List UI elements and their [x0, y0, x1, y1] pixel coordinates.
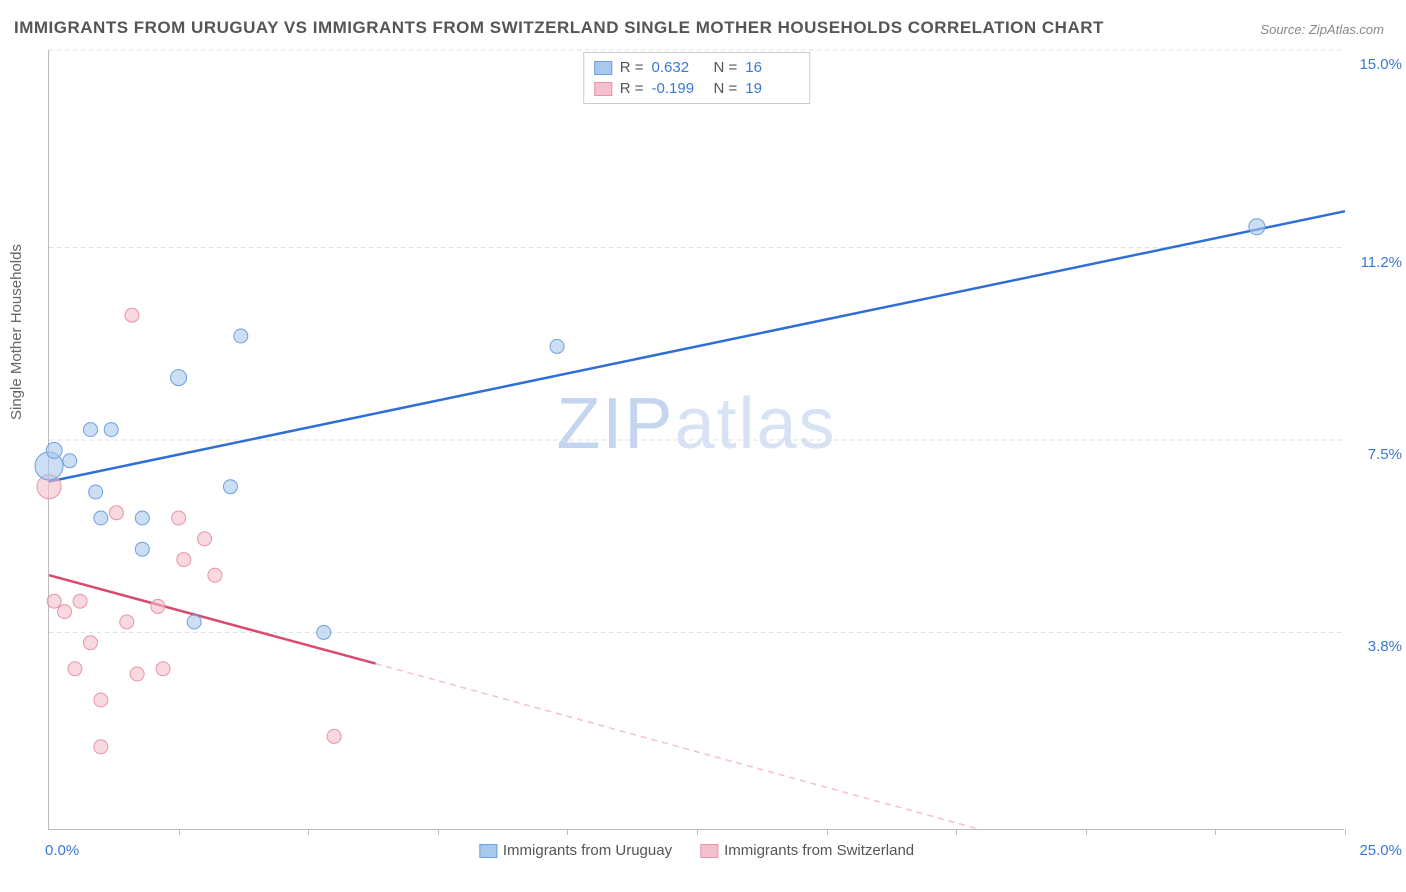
source-value: ZipAtlas.com [1309, 22, 1384, 37]
x-tick [956, 829, 957, 835]
legend-item-b: Immigrants from Switzerland [700, 842, 914, 859]
x-tick [1345, 829, 1346, 835]
x-origin-label: 0.0% [45, 842, 79, 859]
stats-row-b: R = -0.199 N = 19 [594, 78, 800, 99]
source-label: Source: [1260, 22, 1305, 37]
y-tick-label: 15.0% [1359, 56, 1402, 73]
x-tick [308, 829, 309, 835]
series-legend: Immigrants from Uruguay Immigrants from … [479, 842, 914, 859]
r-label: R = [620, 59, 644, 76]
x-tick [567, 829, 568, 835]
swatch-series-b [700, 844, 718, 858]
x-tick [697, 829, 698, 835]
n-label: N = [714, 80, 738, 97]
stats-row-a: R = 0.632 N = 16 [594, 57, 800, 78]
legend-item-a: Immigrants from Uruguay [479, 842, 672, 859]
x-tick [179, 829, 180, 835]
swatch-series-b [594, 82, 612, 96]
n-label: N = [714, 59, 738, 76]
x-max-label: 25.0% [1359, 842, 1402, 859]
legend-label-a: Immigrants from Uruguay [503, 842, 672, 859]
chart-plot-area: ZIPatlas R = 0.632 N = 16 R = -0.199 N =… [48, 50, 1344, 830]
y-tick-label: 11.2% [1361, 254, 1402, 271]
x-tick [1086, 829, 1087, 835]
swatch-series-a [594, 61, 612, 75]
x-tick [1215, 829, 1216, 835]
legend-label-b: Immigrants from Switzerland [724, 842, 914, 859]
r-value-b: -0.199 [652, 80, 706, 97]
y-axis-label: Single Mother Households [8, 244, 25, 420]
source-attribution: Source: ZipAtlas.com [1260, 22, 1384, 37]
stats-legend: R = 0.632 N = 16 R = -0.199 N = 19 [583, 52, 811, 104]
n-value-a: 16 [745, 59, 799, 76]
x-tick [438, 829, 439, 835]
r-label: R = [620, 80, 644, 97]
swatch-series-a [479, 844, 497, 858]
n-value-b: 19 [745, 80, 799, 97]
x-tick [827, 829, 828, 835]
chart-title: IMMIGRANTS FROM URUGUAY VS IMMIGRANTS FR… [14, 18, 1104, 38]
r-value-a: 0.632 [652, 59, 706, 76]
y-tick-label: 7.5% [1368, 446, 1402, 463]
y-tick-label: 3.8% [1368, 638, 1402, 655]
chart-svg [49, 50, 1345, 830]
